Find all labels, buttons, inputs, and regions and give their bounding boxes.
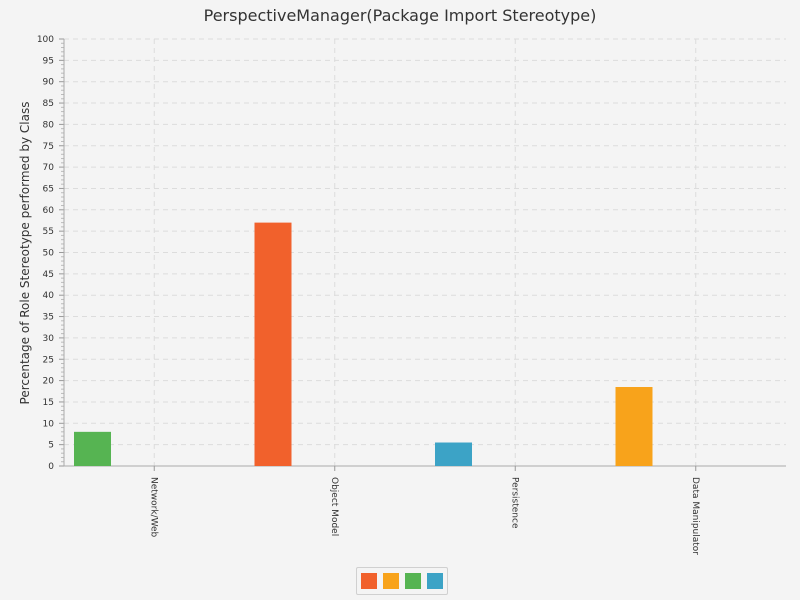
grid-layer — [64, 38, 786, 466]
y-tick-label: 95 — [43, 56, 54, 66]
y-axis-label: Percentage of Role Stereotype performed … — [18, 102, 32, 405]
chart-title: PerspectiveManager(Package Import Stereo… — [203, 6, 597, 25]
legend-swatch — [405, 573, 421, 589]
y-tick-label: 80 — [43, 120, 55, 130]
bar-data-manipulator — [615, 387, 653, 466]
y-tick-label: 5 — [48, 441, 54, 451]
y-tick-label: 20 — [43, 377, 55, 387]
y-tick-label: 100 — [37, 35, 54, 45]
x-tick-label: Network/Web — [148, 477, 158, 538]
bar-object-model — [254, 222, 292, 466]
y-tick-label: 30 — [43, 334, 55, 344]
y-tick-label: 25 — [43, 355, 54, 365]
bar-persistence — [435, 442, 472, 466]
y-tick-label: 10 — [43, 419, 55, 429]
legend-swatch — [427, 573, 443, 589]
y-tick-label: 40 — [43, 291, 55, 301]
y-tick-label: 45 — [43, 270, 54, 280]
y-tick-label: 15 — [43, 398, 54, 408]
legend-swatch — [361, 573, 377, 589]
y-tick-label: 90 — [43, 78, 55, 88]
y-tick-label: 85 — [43, 99, 54, 109]
y-tick-label: 0 — [48, 462, 54, 472]
y-tick-label: 60 — [43, 206, 55, 216]
axis-layer: 0 5 10 15 20 25 30 35 40 45 50 55 60 65 70 75 80 85 90 95 10… — [37, 35, 786, 555]
y-tick-label: 75 — [43, 142, 54, 152]
y-tick-label: 65 — [43, 184, 54, 194]
y-tick-label: 35 — [43, 313, 54, 323]
bar-layer — [74, 222, 653, 466]
y-tick-label: 50 — [43, 249, 55, 259]
x-tick-label: Persistence — [509, 477, 519, 529]
legend-swatch — [383, 573, 399, 589]
y-tick-label: 70 — [43, 163, 55, 173]
x-tick-label: Data Manipulator — [690, 477, 700, 555]
legend — [356, 567, 448, 595]
y-tick-label: 55 — [43, 227, 54, 237]
bar-network-web — [74, 431, 111, 466]
x-tick-label: Object Model — [329, 477, 339, 536]
